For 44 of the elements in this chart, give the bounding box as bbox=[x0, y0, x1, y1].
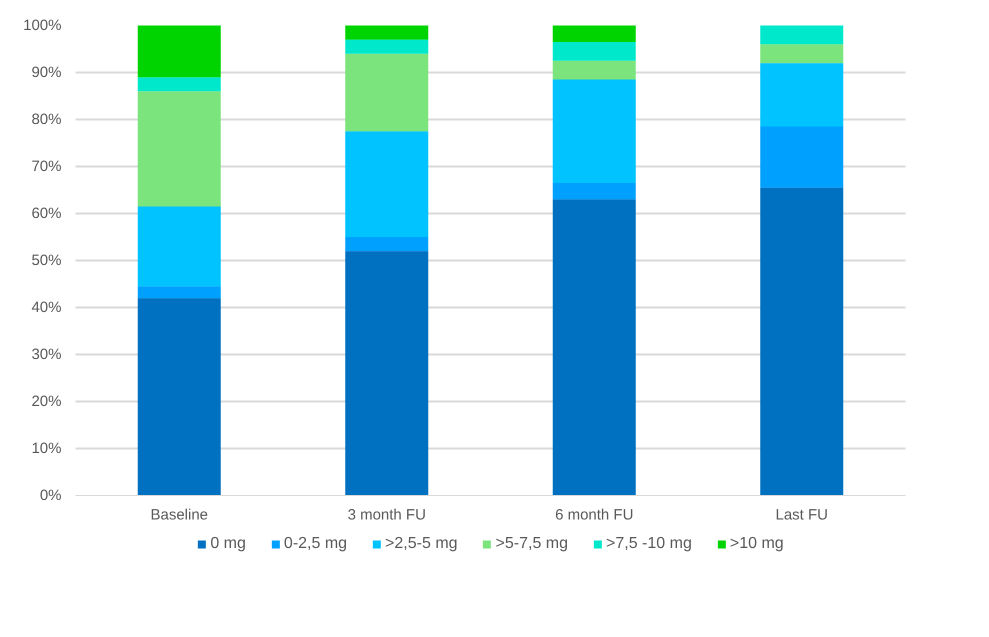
bar bbox=[552, 182, 636, 200]
bar bbox=[345, 251, 428, 496]
bar bbox=[345, 237, 428, 252]
y-tick-label: 30% bbox=[31, 346, 62, 363]
legend-label: >2,5-5 mg bbox=[385, 535, 458, 553]
y-tick-label: 90% bbox=[31, 64, 62, 81]
legend-label: 0-2,5 mg bbox=[284, 535, 348, 553]
y-tick-label: 50% bbox=[31, 252, 62, 269]
bar bbox=[760, 126, 844, 188]
bar bbox=[760, 63, 844, 127]
y-tick-label: 60% bbox=[31, 205, 62, 222]
bar bbox=[552, 42, 636, 61]
x-tick-label: Last FU bbox=[775, 506, 828, 524]
bar bbox=[138, 206, 221, 286]
bar bbox=[760, 26, 844, 44]
y-tick-label: 0% bbox=[40, 487, 62, 504]
x-tick-label: Baseline bbox=[150, 506, 208, 524]
bar bbox=[552, 60, 636, 80]
bar bbox=[138, 91, 221, 206]
y-tick-label: 100% bbox=[23, 17, 62, 34]
legend-label: >5-7,5 mg bbox=[496, 535, 568, 553]
legend-label: 0 mg bbox=[210, 535, 246, 553]
bar bbox=[138, 26, 221, 78]
bar bbox=[552, 26, 636, 42]
bar bbox=[552, 80, 636, 183]
y-tick-label: 20% bbox=[31, 393, 62, 410]
bar bbox=[345, 54, 428, 132]
bar bbox=[760, 44, 844, 64]
bar bbox=[138, 77, 221, 92]
y-tick-label: 40% bbox=[31, 299, 62, 316]
x-tick-label: 3 month FU bbox=[348, 506, 426, 524]
bar bbox=[552, 199, 636, 496]
legend-label: >7,5 -10 mg bbox=[606, 535, 692, 553]
y-tick-label: 70% bbox=[31, 158, 62, 175]
legend-label: >10 mg bbox=[730, 535, 784, 553]
y-tick-label: 10% bbox=[31, 440, 62, 457]
bar bbox=[138, 298, 221, 496]
bar bbox=[760, 188, 844, 496]
y-tick-label: 80% bbox=[31, 111, 62, 128]
bar bbox=[345, 131, 428, 237]
x-tick-label: 6 month FU bbox=[555, 506, 634, 524]
bar bbox=[138, 286, 221, 298]
bar bbox=[345, 40, 428, 54]
bar bbox=[345, 26, 428, 40]
